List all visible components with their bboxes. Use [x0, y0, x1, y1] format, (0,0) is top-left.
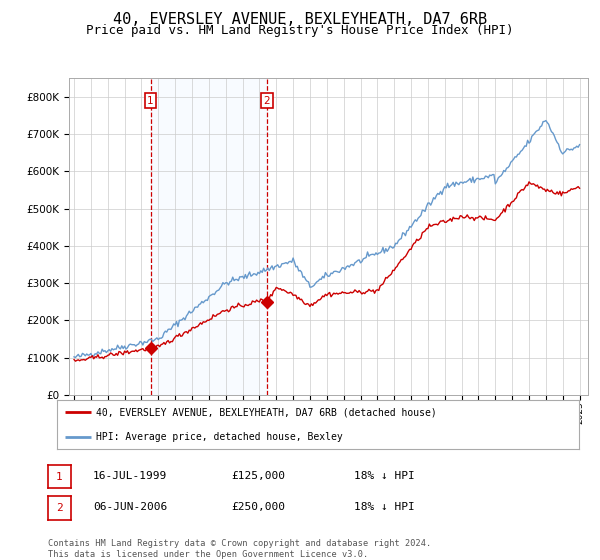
Text: 40, EVERSLEY AVENUE, BEXLEYHEATH, DA7 6RB: 40, EVERSLEY AVENUE, BEXLEYHEATH, DA7 6R…	[113, 12, 487, 27]
Text: 18% ↓ HPI: 18% ↓ HPI	[354, 502, 415, 512]
Text: HPI: Average price, detached house, Bexley: HPI: Average price, detached house, Bexl…	[96, 432, 343, 442]
Text: Contains HM Land Registry data © Crown copyright and database right 2024.
This d: Contains HM Land Registry data © Crown c…	[48, 539, 431, 559]
Text: 40, EVERSLEY AVENUE, BEXLEYHEATH, DA7 6RB (detached house): 40, EVERSLEY AVENUE, BEXLEYHEATH, DA7 6R…	[96, 407, 437, 417]
Text: 1: 1	[147, 96, 154, 106]
Bar	[151, 78, 266, 395]
Text: 1: 1	[56, 472, 63, 482]
Text: Price paid vs. HM Land Registry's House Price Index (HPI): Price paid vs. HM Land Registry's House …	[86, 24, 514, 36]
Text: 2: 2	[263, 96, 270, 106]
Text: 06-JUN-2006: 06-JUN-2006	[93, 502, 167, 512]
Text: 18% ↓ HPI: 18% ↓ HPI	[354, 471, 415, 481]
Text: £250,000: £250,000	[231, 502, 285, 512]
Text: £125,000: £125,000	[231, 471, 285, 481]
Text: 16-JUL-1999: 16-JUL-1999	[93, 471, 167, 481]
Text: 2: 2	[56, 503, 63, 513]
